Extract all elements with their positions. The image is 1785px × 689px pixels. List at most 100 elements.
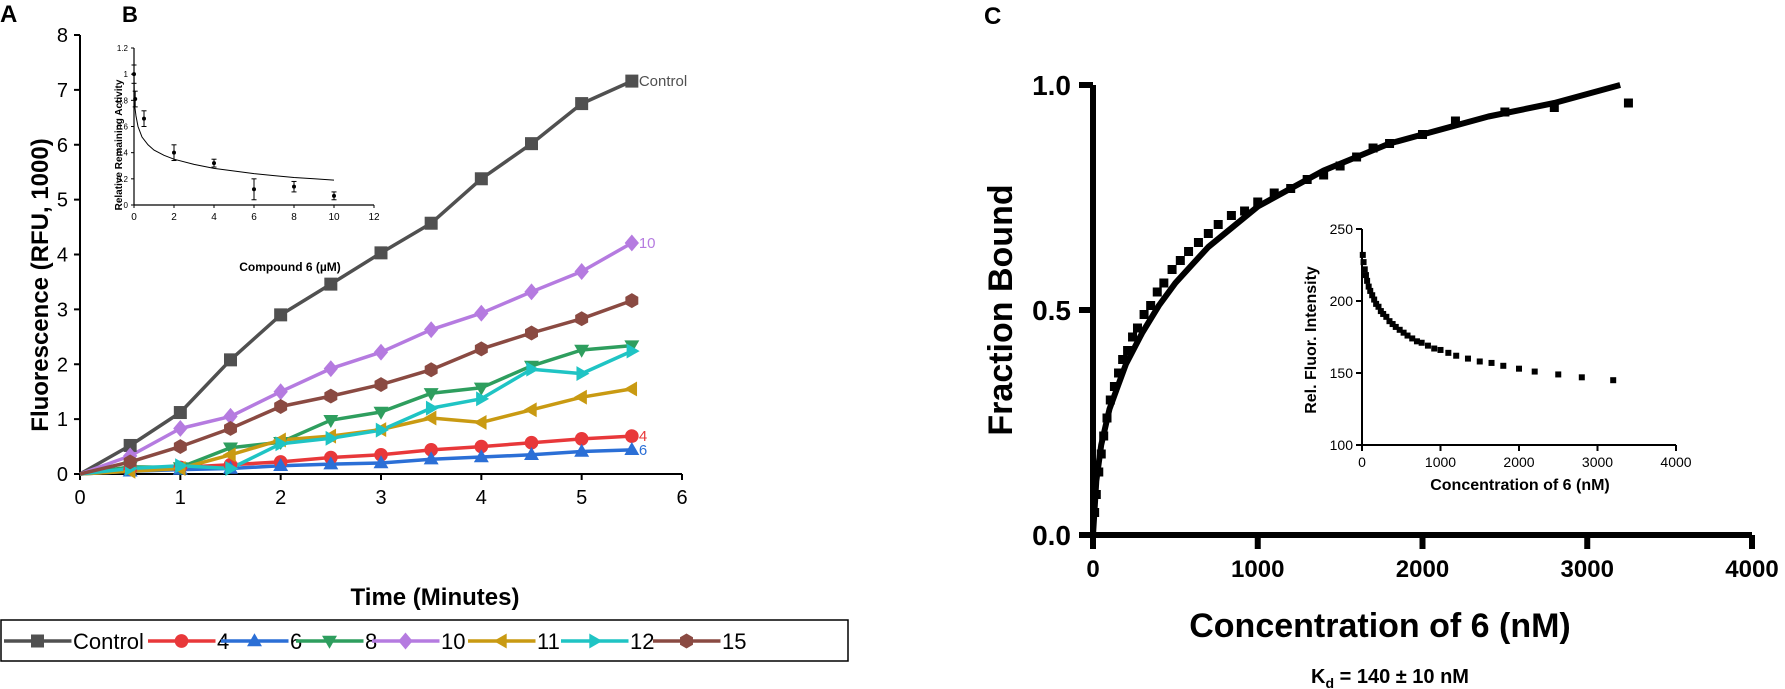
panel-c-point — [1203, 229, 1213, 238]
panel-c-inset-point — [1445, 349, 1452, 356]
panel-c-point — [1128, 332, 1138, 342]
panel-c-point — [1096, 449, 1106, 459]
series-point-15 — [625, 293, 639, 309]
panel-b-x-tick-label: 0 — [131, 212, 137, 223]
series-point-12 — [526, 361, 540, 377]
panel-b-point — [133, 97, 138, 102]
panel-c-inset-point — [1359, 251, 1366, 258]
panel-c-label: C — [984, 3, 1001, 30]
panel-c-point — [1269, 188, 1279, 198]
panel-c-inset-point — [1404, 332, 1411, 339]
panel-c-binding-chart: C 0.00.51.00 1000 2000 3000 4000 Concentrati… — [982, 3, 1779, 689]
series-point-control — [173, 406, 187, 420]
panel-c-inset-point — [1418, 339, 1425, 346]
panel-c-point — [1385, 139, 1395, 148]
series-point-12 — [626, 343, 640, 359]
panel-c-marks — [1090, 82, 1633, 536]
legend-label-11: 11 — [537, 629, 560, 654]
series-point-4 — [574, 432, 589, 446]
series-point-11 — [573, 389, 587, 405]
series-point-12 — [476, 391, 490, 407]
legend-marker-6 — [247, 633, 262, 647]
panel-c-inset-x-tick-label: 3000 — [1582, 454, 1613, 470]
panel-b-axes: 0 0.2 0.4 0.6 0.8 1 1.2 0 2 4 6 8 10 12 — [117, 44, 380, 223]
panel-c-x-tick-label: 3000 — [1561, 556, 1614, 583]
panel-c-inset-point — [1400, 329, 1407, 336]
panel-c-point — [1146, 301, 1156, 310]
panel-c-inset-point — [1488, 359, 1495, 366]
panel-c-x-tick-label: 4000 — [1725, 556, 1778, 583]
panel-c-point — [1450, 116, 1460, 126]
panel-c-point — [1132, 323, 1142, 333]
panel-a-y-tick-label: 8 — [57, 25, 68, 47]
series-point-6 — [273, 457, 289, 471]
series-point-6 — [423, 451, 439, 465]
series-point-11 — [473, 414, 487, 430]
panel-c-point — [1094, 467, 1104, 477]
panel-b-x-tick-label: 10 — [328, 212, 340, 223]
series-point-control — [123, 438, 137, 452]
panel-c-point — [1114, 368, 1124, 378]
series-point-15 — [123, 454, 137, 470]
panel-b-x-tick-label: 12 — [368, 212, 380, 223]
series-point-control — [274, 308, 288, 322]
series-point-8 — [473, 382, 489, 396]
panel-c-inset-x-tick-label: 4000 — [1660, 454, 1691, 470]
series-point-10 — [273, 383, 288, 401]
series-point-6 — [323, 456, 339, 470]
panel-c-inset-point — [1386, 318, 1393, 325]
panel-c-kd-annotation: Kd = 140 ± 10 nM — [1311, 666, 1469, 689]
series-point-control — [575, 97, 589, 111]
panel-c-point — [1226, 211, 1236, 220]
panel-b-x-tick-label: 8 — [291, 212, 297, 223]
panel-c-point — [1623, 98, 1633, 108]
series-point-control — [324, 277, 338, 291]
panel-c-point — [1118, 355, 1128, 364]
series-point-control — [374, 246, 388, 260]
panel-a-y-axis-title: Fluorescence (RFU, 1000) — [27, 138, 54, 431]
panel-c-inset-point — [1369, 292, 1376, 299]
series-point-4 — [625, 429, 639, 443]
panel-a-y-tick-label: 5 — [57, 190, 68, 212]
panel-a-x-tick-label: 4 — [476, 487, 487, 509]
panel-c-inset-chart: 100 150 200 250 0 1000 2000 3000 4000 Concentrat… — [1303, 221, 1692, 494]
series-point-8 — [373, 406, 389, 420]
panel-c-point — [1102, 413, 1112, 423]
legend-marker-10 — [398, 632, 413, 650]
series-point-6 — [373, 455, 389, 469]
series-point-11 — [222, 447, 236, 463]
series-point-12 — [576, 366, 590, 382]
panel-a-x-tick-label: 0 — [74, 487, 85, 509]
panel-a-y-tick-label: 2 — [57, 354, 68, 376]
legend-marker-12 — [589, 633, 603, 649]
panel-b-y-tick-label: 0.6 — [117, 123, 129, 132]
series-end-label-6: 6 — [639, 442, 647, 459]
series-point-6 — [574, 443, 590, 457]
panel-c-inset-point — [1516, 365, 1522, 372]
series-point-6 — [524, 446, 539, 460]
series-point-15 — [575, 311, 589, 327]
series-point-11 — [523, 402, 537, 418]
panel-c-inset-point — [1367, 287, 1374, 294]
series-point-6 — [624, 442, 640, 456]
legend-label-12: 12 — [630, 629, 654, 654]
series-point-control — [525, 137, 538, 151]
series-point-15 — [374, 377, 388, 393]
panel-b-x-tick-label: 6 — [251, 212, 257, 223]
panel-c-y-tick-label: 0.0 — [1032, 520, 1071, 551]
panel-b-point — [212, 161, 216, 166]
panel-c-inset-point — [1365, 283, 1372, 290]
panel-c-inset-point — [1578, 374, 1585, 381]
series-point-control — [474, 172, 488, 186]
panel-a-x-tick-label: 5 — [576, 487, 587, 509]
legend-marker-4 — [174, 634, 189, 648]
panel-b-y-tick-label: 1 — [124, 70, 129, 79]
legend-marker-8 — [322, 635, 337, 649]
panel-b-marks — [131, 64, 337, 201]
panel-a-y-tick-label: 7 — [57, 80, 68, 102]
series-point-10 — [474, 304, 489, 322]
panel-c-point — [1286, 184, 1296, 193]
panel-c-inset-point — [1424, 342, 1431, 349]
panel-c-inset-point — [1476, 358, 1483, 365]
